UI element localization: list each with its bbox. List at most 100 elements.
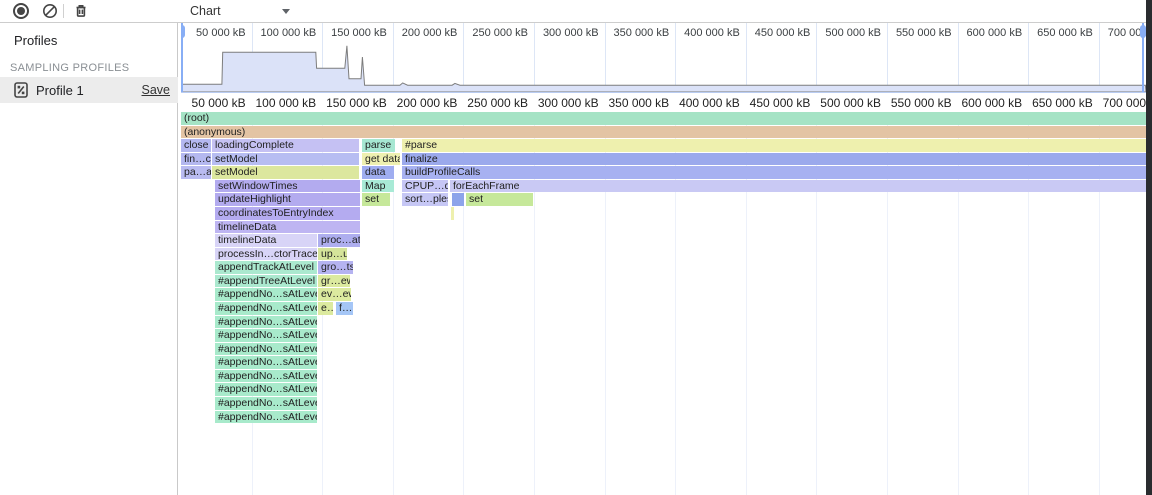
flame-frame-#appendno-satlevel[interactable]: #appendNo…sAtLevel <box>215 342 317 356</box>
flame-frame-timelinedata[interactable]: timelineData <box>215 220 360 234</box>
timeline-overview[interactable]: 50 000 kB 100 000 kB 150 000 kB 200 000 kB 2… <box>181 23 1146 92</box>
overview-gridline <box>604 23 606 92</box>
trash-icon-glyph <box>76 5 86 17</box>
flame-frame-setmodel[interactable]: setModel <box>212 166 359 179</box>
view-mode-value: Chart <box>190 4 221 18</box>
flame-gridline <box>816 112 818 495</box>
flame-frame-pa-at[interactable]: pa…at <box>181 166 211 179</box>
flame-frame-set[interactable]: set <box>466 193 533 206</box>
flame-frame-#appendtreeatlevel[interactable]: #appendTreeAtLevel <box>215 274 317 288</box>
overview-tick-label: 350 000 kB <box>613 27 670 39</box>
ruler-tick-label: 400 000 kB <box>679 96 740 110</box>
flame-frame-#appendno-satlevel[interactable]: #appendNo…sAtLevel <box>215 329 317 342</box>
selection-handle-left[interactable] <box>181 25 185 38</box>
overview-gridline <box>1028 23 1030 92</box>
flame-frame-timelinedata[interactable]: timelineData <box>215 234 317 247</box>
flame-frame[interactable] <box>452 193 464 206</box>
flame-frame-parse[interactable]: parse <box>362 139 395 152</box>
flame-frame-e-[interactable]: e… <box>318 301 333 315</box>
flame-frame-set[interactable]: set <box>362 193 390 206</box>
flame-frame-loadingcomplete[interactable]: loadingComplete <box>212 139 359 152</box>
flame-frame-buildprofilecalls[interactable]: buildProfileCalls <box>402 166 1146 179</box>
selection-handle-right[interactable] <box>1140 25 1146 38</box>
flame-frame-foreachframe[interactable]: forEachFrame <box>450 179 1146 193</box>
flame-frame-#parse[interactable]: #parse <box>402 139 1146 152</box>
flame-frame--root-[interactable]: (root) <box>181 112 1146 125</box>
flame-frame--anonymous-[interactable]: (anonymous) <box>181 125 1146 139</box>
ruler-tick-label: 550 000 kB <box>890 96 952 110</box>
flame-frame-close[interactable]: close <box>181 139 211 152</box>
trash-icon[interactable] <box>73 3 89 19</box>
ruler-tick-label: 500 000 kB <box>820 96 881 110</box>
selection-handle-right-line[interactable] <box>1142 23 1144 92</box>
sidebar-item-profile-1[interactable]: Profile 1 Save <box>0 77 178 103</box>
flame-gridline <box>675 112 677 495</box>
profiler-toolbar: Chart <box>0 0 1146 23</box>
flamechart-ruler: 50 000 kB 100 000 kB 150 000 kB 200 000 kB 2… <box>181 92 1146 112</box>
flame-frame-data[interactable]: data <box>362 166 394 179</box>
flame-frame-setwindowtimes[interactable]: setWindowTimes <box>215 179 360 193</box>
flame-frame-coordinatestoentryindex[interactable]: coordinatesToEntryIndex <box>215 206 360 220</box>
save-profile-link[interactable]: Save <box>141 83 171 97</box>
flame-frame-ev-ew[interactable]: ev…ew <box>318 288 351 301</box>
flame-gridline <box>392 112 394 495</box>
record-icon[interactable] <box>13 3 29 19</box>
overview-gridline <box>463 23 465 92</box>
overview-tick-label: 700 000 kB <box>1107 27 1146 39</box>
flame-frame-get-data[interactable]: get data <box>362 152 400 166</box>
ruler-tick-label: 150 000 kB <box>326 96 387 110</box>
flame-frame-updatehighlight[interactable]: updateHighlight <box>215 193 360 206</box>
toolbar-divider <box>63 4 64 18</box>
overview-gridline <box>534 23 535 92</box>
view-mode-select[interactable]: Chart <box>186 0 298 22</box>
flame-frame-#appendno-satlevel[interactable]: #appendNo…sAtLevel <box>215 315 317 329</box>
flame-frame-sort-ples[interactable]: sort…ples <box>402 193 448 206</box>
flame-frame-proc-ata[interactable]: proc…ata <box>318 234 360 247</box>
flame-frame-gr-ew[interactable]: gr…ew <box>318 274 350 288</box>
ruler-tick-label: 50 000 kB <box>191 96 246 110</box>
flame-gridline <box>745 112 747 495</box>
flame-gridline <box>1098 112 1100 495</box>
clear-profiles-icon[interactable] <box>42 3 58 19</box>
record-icon-ring <box>13 3 29 19</box>
flame-frame-#appendno-satlevel[interactable]: #appendNo…sAtLevel <box>215 301 317 315</box>
overview-gridline <box>675 23 677 92</box>
flame-frame-up-up[interactable]: up…up <box>318 247 347 261</box>
selection-handle-left-line[interactable] <box>181 23 183 92</box>
overview-gridline <box>957 23 959 92</box>
heap-profile-icon <box>14 82 28 98</box>
window-edge <box>1146 0 1152 495</box>
block-icon <box>43 4 57 18</box>
flame-chart: (root) (anonymous) close loadingComplete par… <box>181 112 1146 495</box>
overview-tick-label: 300 000 kB <box>542 27 599 39</box>
flame-gridline <box>887 112 888 495</box>
chevron-down-icon <box>282 8 290 14</box>
flame-frame-appendtrackatlevel[interactable]: appendTrackAtLevel <box>215 261 317 274</box>
flame-frame-#appendno-satlevel[interactable]: #appendNo…sAtLevel <box>215 356 317 369</box>
flame-frame-fin-ce[interactable]: fin…ce <box>181 152 211 166</box>
flame-frame-processin-ctortrace[interactable]: processIn…ctorTrace <box>215 247 317 261</box>
flame-frame-#appendno-satlevel[interactable]: #appendNo…sAtLevel <box>215 410 317 424</box>
flame-gridline <box>604 112 606 495</box>
ruler-tick-label: 100 000 kB <box>255 96 317 110</box>
overview-tick-label: 550 000 kB <box>895 27 952 39</box>
flame-frame-#appendno-satlevel[interactable]: #appendNo…sAtLevel <box>215 396 317 410</box>
flame-frame-#appendno-satlevel[interactable]: #appendNo…sAtLevel <box>215 288 317 301</box>
flame-gridline <box>534 112 535 495</box>
flame-frame-gro-ts[interactable]: gro…ts <box>318 261 353 274</box>
overview-gridline <box>1098 23 1100 92</box>
overview-gridline <box>887 23 888 92</box>
flame-frame-#appendno-satlevel[interactable]: #appendNo…sAtLevel <box>215 369 317 383</box>
flame-frame-#appendno-satlevel[interactable]: #appendNo…sAtLevel <box>215 383 317 396</box>
flame-frame[interactable] <box>451 206 454 220</box>
overview-gridline <box>392 23 394 92</box>
flame-frame-setmodel[interactable]: setModel <box>212 152 359 166</box>
flame-frame-map[interactable]: Map <box>362 179 394 193</box>
ruler-tick-label: 350 000 kB <box>608 96 670 110</box>
overview-tick-label: 100 000 kB <box>260 27 317 39</box>
flame-frame-finalize[interactable]: finalize <box>402 152 1146 166</box>
flame-gridline <box>463 112 465 495</box>
ruler-tick-label: 450 000 kB <box>749 96 811 110</box>
flame-frame-f-[interactable]: f… <box>336 301 353 315</box>
flame-frame-cpup-del[interactable]: CPUP…del <box>402 179 448 193</box>
